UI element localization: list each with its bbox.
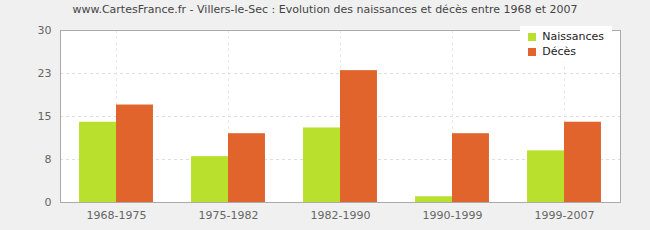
html-text:www.CartesFrance.fr - Villers-: www.CartesFrance.fr - Villers-le-Sec : E…: [72, 3, 578, 16]
svg-text:23: 23: [38, 67, 52, 80]
html-text:Naissances: Naissances: [542, 30, 604, 43]
svg-text:1990-1999: 1990-1999: [423, 209, 483, 222]
svg-text:15: 15: [38, 110, 52, 123]
svg-text:1999-2007: 1999-2007: [535, 209, 595, 222]
svg-text:1982-1990: 1982-1990: [311, 209, 371, 222]
svg-text:30: 30: [38, 24, 52, 37]
svg-text:1975-1982: 1975-1982: [199, 209, 259, 222]
html-text:Décès: Décès: [542, 45, 576, 58]
svg-text:8: 8: [45, 153, 52, 166]
svg-text:1968-1975: 1968-1975: [87, 209, 147, 222]
svg-text:0: 0: [45, 196, 52, 209]
